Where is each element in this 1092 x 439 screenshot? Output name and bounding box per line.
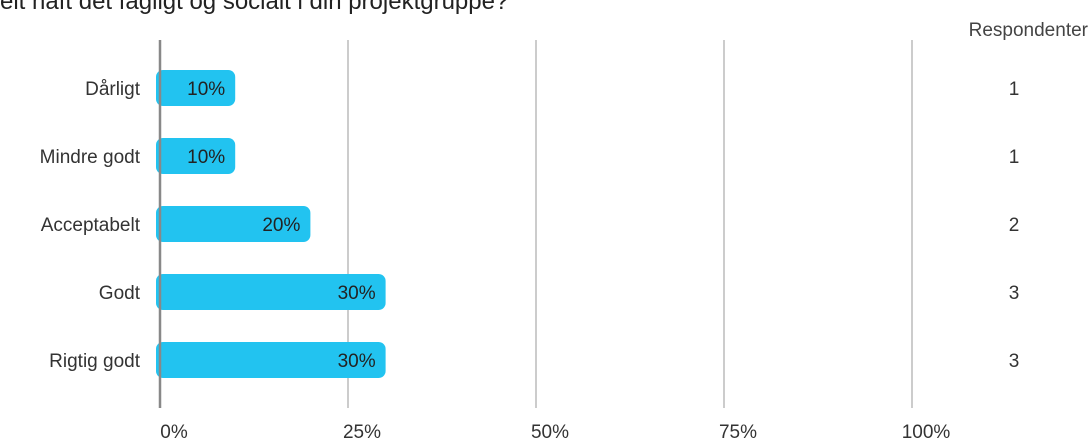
bar-value-label: 20%	[262, 215, 300, 236]
bar	[156, 274, 386, 310]
bar-value-label: 10%	[187, 147, 225, 168]
bar	[156, 138, 236, 174]
bar	[156, 70, 236, 106]
bar-value-label: 30%	[338, 283, 376, 304]
x-tick-label: 50%	[531, 422, 569, 439]
respondent-count: 1	[1009, 79, 1020, 100]
x-tick-label: 100%	[902, 422, 951, 439]
bar	[156, 206, 311, 242]
x-tick-label: 25%	[343, 422, 381, 439]
bar	[156, 342, 386, 378]
respondent-count: 3	[1009, 351, 1020, 372]
category-label: Godt	[99, 283, 141, 304]
respondents-header: Respondenter	[968, 20, 1088, 41]
bar-value-label: 30%	[338, 351, 376, 372]
category-label: Mindre godt	[40, 147, 141, 168]
respondent-count: 3	[1009, 283, 1020, 304]
x-tick-label: 75%	[719, 422, 757, 439]
chart-title: eit haft det fagligt og socialt i din pr…	[0, 0, 509, 15]
bar-value-label: 10%	[187, 79, 225, 100]
respondent-count: 1	[1009, 147, 1020, 168]
x-tick-label: 0%	[160, 422, 188, 439]
respondent-count: 2	[1009, 215, 1020, 236]
category-label: Acceptabelt	[41, 215, 141, 236]
category-label: Rigtig godt	[49, 351, 141, 372]
category-label: Dårligt	[85, 79, 141, 100]
